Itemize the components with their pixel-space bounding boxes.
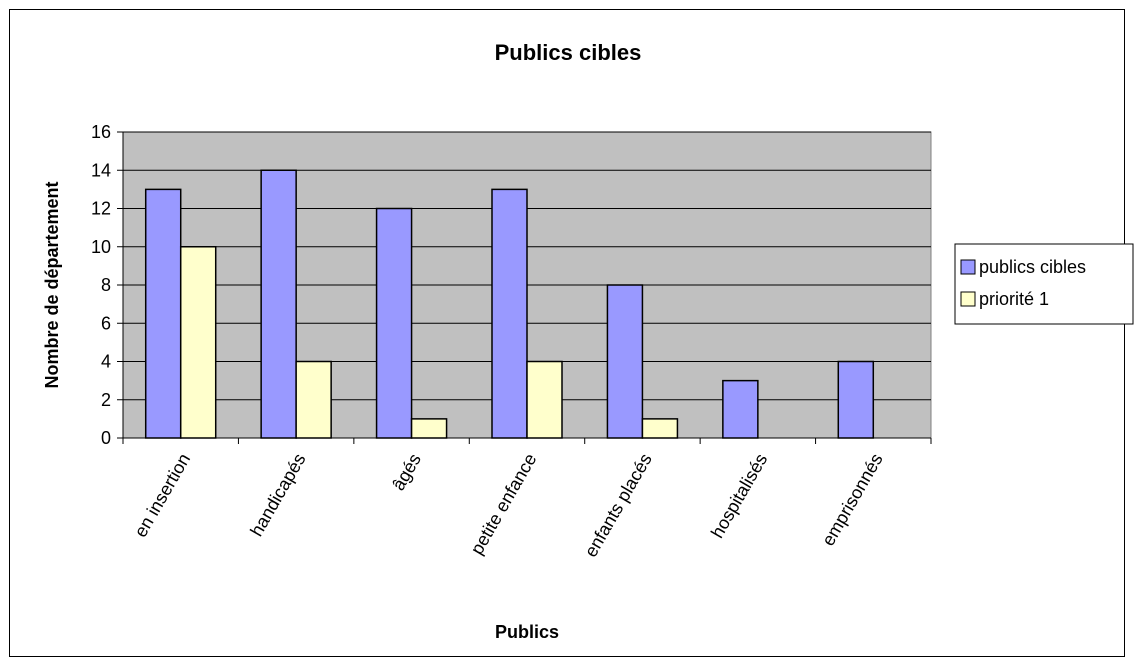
legend-label: publics cibles (979, 257, 1086, 277)
x-tick-label: emprisonnés (818, 450, 887, 549)
bar-publics-cibles (260, 169, 297, 439)
y-tick-label: 10 (91, 237, 111, 257)
y-tick-label: 2 (101, 390, 111, 410)
bar-priorite-1 (526, 360, 563, 439)
legend-swatch (960, 291, 976, 307)
x-tick-label: âgés (388, 450, 425, 494)
x-tick-label: enfants placés (581, 450, 656, 561)
y-tick-label: 16 (91, 122, 111, 142)
y-tick-label: 8 (101, 275, 111, 295)
legend-box (954, 243, 1134, 325)
x-axis-title: Publics (495, 622, 559, 642)
bar-publics-cibles (491, 188, 528, 439)
bar-priorite-1 (641, 418, 679, 439)
y-tick-label: 6 (101, 313, 111, 333)
bar-publics-cibles (837, 360, 875, 439)
bar-priorite-1 (410, 418, 448, 439)
y-tick-label: 0 (101, 428, 111, 448)
legend-swatch (960, 259, 976, 275)
plot-area: 0 2 4 6 8 10 12 14 16 en insertion handicapés âgés p… (91, 122, 932, 561)
bar-priorite-1 (179, 246, 217, 439)
x-tick-label: handicapés (246, 450, 309, 540)
y-tick-label: 4 (101, 352, 111, 372)
bar-publics-cibles (144, 188, 182, 439)
bar-priorite-1 (295, 360, 332, 439)
bar-publics-cibles (606, 284, 644, 439)
x-tick-label: en insertion (130, 450, 194, 541)
bar-publics-cibles (375, 207, 413, 439)
y-tick-label: 12 (91, 199, 111, 219)
y-tick-label: 14 (91, 160, 111, 180)
bar-publics-cibles (722, 379, 759, 439)
x-tick-label: hospitalisés (707, 450, 771, 541)
chart-title: Publics cibles (495, 40, 642, 65)
y-axis-title: Nombre de département (42, 181, 62, 388)
legend-label: priorité 1 (979, 289, 1049, 309)
x-tick-label: petite enfance (467, 450, 541, 558)
legend: publics cibles priorité 1 (954, 243, 1134, 325)
